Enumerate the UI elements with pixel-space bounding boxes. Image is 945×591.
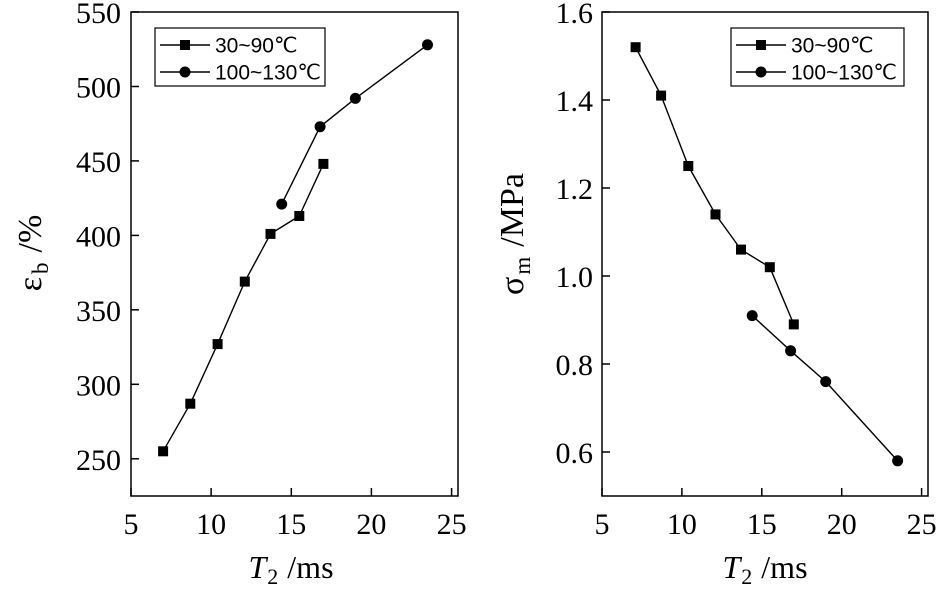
x-axis-subscript: 2: [267, 564, 278, 589]
x-axis-unit: /ms: [761, 549, 807, 585]
y-tick-label: 300: [76, 369, 121, 402]
data-point: [422, 39, 433, 51]
x-tick-label: 25: [907, 508, 937, 541]
y-tick-label: 1.2: [556, 173, 594, 206]
y-tick-label: 250: [76, 444, 121, 477]
x-tick-label: 10: [667, 508, 697, 541]
y-tick-label: 1.4: [556, 85, 594, 118]
chart-panel-2: 5 10 15 20 25 0.6 0.8 1.0 1.2 1.4 1.6 σm/MPa T2/ms 30…: [494, 0, 937, 589]
y-axis-subscript: b: [28, 263, 53, 275]
y-tick-label: 350: [76, 295, 121, 328]
legend: 30~90℃ 100~130℃: [154, 27, 326, 87]
data-point: [683, 161, 694, 171]
y-tick-label: 1.0: [556, 261, 594, 294]
x-tick-label: 15: [276, 508, 306, 541]
y-axis-unit: /%: [12, 215, 49, 253]
data-point: [239, 276, 250, 287]
y-tick-label: 400: [76, 220, 121, 253]
x-axis-label: T2/ms: [248, 549, 333, 589]
x-tick-label: 15: [747, 508, 777, 541]
y-axis-symbol: ε: [12, 277, 49, 291]
x-axis-symbol: T: [248, 549, 268, 585]
x-tick-label: 5: [124, 508, 139, 541]
data-point: [736, 244, 746, 255]
y-axis-label: σm/MPa: [494, 173, 535, 295]
series-line: [281, 44, 428, 205]
plot-frame: [130, 11, 459, 497]
y-tick-label: 500: [76, 72, 121, 105]
data-point: [710, 209, 721, 220]
data-point: [349, 92, 361, 104]
x-axis-label: T2/ms: [722, 549, 807, 589]
data-point: [746, 310, 758, 322]
data-point: [785, 345, 797, 357]
legend-label: 30~90℃: [215, 35, 298, 58]
y-tick-label: 0.6: [556, 437, 594, 470]
data-point: [314, 121, 326, 133]
data-point: [185, 398, 196, 409]
legend-marker: [755, 66, 767, 78]
y-axis-unit: /MPa: [494, 173, 531, 247]
x-tick-label: 10: [196, 508, 226, 541]
y-axis-subscript: m: [510, 257, 535, 275]
legend-marker: [180, 40, 190, 50]
data-point: [630, 42, 641, 53]
y-tick-label: 0.8: [556, 349, 594, 382]
data-point: [656, 90, 667, 101]
y-tick-label: 1.6: [556, 0, 594, 30]
data-point: [820, 376, 832, 388]
legend-label: 100~130℃: [791, 62, 897, 85]
x-axis-unit: /ms: [287, 549, 333, 585]
legend-marker: [756, 40, 766, 50]
x-tick-label: 20: [356, 508, 386, 541]
data-point: [265, 228, 276, 239]
x-tick-label: 25: [437, 508, 467, 541]
data-point: [764, 262, 775, 273]
x-axis-subscript: 2: [741, 564, 752, 589]
data-point: [158, 446, 169, 457]
plot-frame: [601, 11, 929, 497]
x-tick-label: 20: [827, 508, 857, 541]
legend: 30~90℃ 100~130℃: [730, 27, 905, 87]
y-axis-label: εb /%: [12, 215, 53, 292]
legend-marker: [179, 66, 191, 78]
series-line: [751, 315, 899, 462]
chart-panel-1: 5 10 15 20 25 250 300 350 400 450 500 550 εb /% T2/ms 3…: [12, 0, 467, 589]
data-point: [892, 455, 904, 467]
legend-label: 30~90℃: [791, 35, 874, 58]
y-tick-label: 450: [76, 146, 121, 179]
data-point: [294, 211, 305, 221]
data-point: [788, 319, 799, 330]
data-point: [276, 198, 288, 210]
x-axis-symbol: T: [722, 549, 742, 585]
y-axis-symbol: σ: [494, 277, 531, 295]
y-tick-label: 550: [76, 0, 121, 30]
data-point: [318, 158, 329, 169]
x-tick-label: 5: [595, 508, 610, 541]
legend-label: 100~130℃: [215, 62, 321, 85]
data-point: [212, 339, 223, 350]
